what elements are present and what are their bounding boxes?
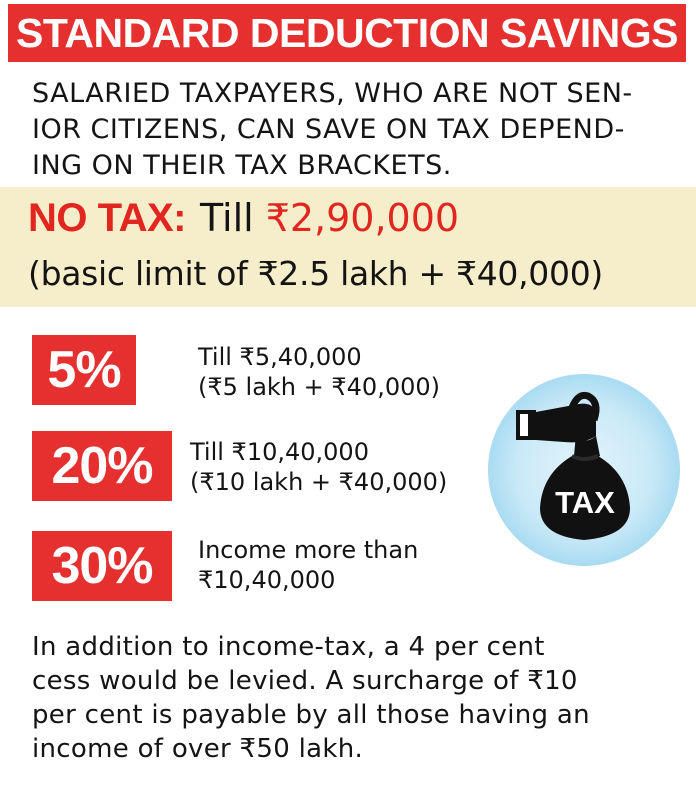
no-tax-band	[0, 187, 696, 307]
slab-line: ₹10,40,000	[198, 566, 336, 594]
intro-line: ING ON THEIR TAX BRACKETS.	[32, 150, 452, 181]
rate-value: 5%	[47, 341, 121, 399]
footer-note: In addition to income-tax, a 4 per cent …	[32, 630, 682, 766]
no-tax-till: Till	[199, 196, 254, 240]
slab-description-5: Till ₹5,40,000 (₹5 lakh + ₹40,000)	[198, 342, 440, 402]
rate-badge-30: 30%	[32, 531, 172, 601]
slab-line: (₹5 lakh + ₹40,000)	[198, 373, 440, 401]
no-tax-amount: ₹2,90,000	[265, 196, 460, 240]
title-banner: STANDARD DEDUCTION SAVINGS	[8, 4, 686, 62]
footer-line: income of over ₹50 lakh.	[32, 734, 364, 764]
footer-line: per cent is payable by all those having …	[32, 700, 590, 730]
footer-line: In addition to income-tax, a 4 per cent	[32, 632, 545, 662]
slab-line: Till ₹5,40,000	[198, 343, 362, 371]
tax-money-bag-icon: TAX	[484, 370, 684, 574]
slab-line: Till ₹10,40,000	[190, 438, 369, 466]
intro-text: SALARIED TAXPAYERS, WHO ARE NOT SEN- IOR…	[32, 76, 672, 184]
rate-value: 30%	[51, 537, 153, 595]
footer-line: cess would be levied. A surcharge of ₹10	[32, 666, 578, 696]
intro-line: IOR CITIZENS, CAN SAVE ON TAX DEPEND-	[32, 114, 625, 145]
rate-value: 20%	[51, 437, 153, 495]
slab-description-20: Till ₹10,40,000 (₹10 lakh + ₹40,000)	[190, 437, 447, 497]
bag-label: TAX	[555, 485, 615, 520]
no-tax-detail: (basic limit of ₹2.5 lakh + ₹40,000)	[28, 254, 603, 293]
no-tax-headline: NO TAX: Till ₹2,90,000	[28, 196, 459, 241]
slab-line: (₹10 lakh + ₹40,000)	[190, 468, 448, 496]
rate-badge-5: 5%	[32, 335, 136, 405]
no-tax-label: NO TAX:	[28, 196, 186, 240]
intro-line: SALARIED TAXPAYERS, WHO ARE NOT SEN-	[32, 78, 633, 109]
slab-description-30: Income more than ₹10,40,000	[198, 535, 418, 595]
rate-badge-20: 20%	[32, 431, 172, 501]
page-title: STANDARD DEDUCTION SAVINGS	[16, 9, 679, 56]
slab-line: Income more than	[198, 536, 419, 564]
